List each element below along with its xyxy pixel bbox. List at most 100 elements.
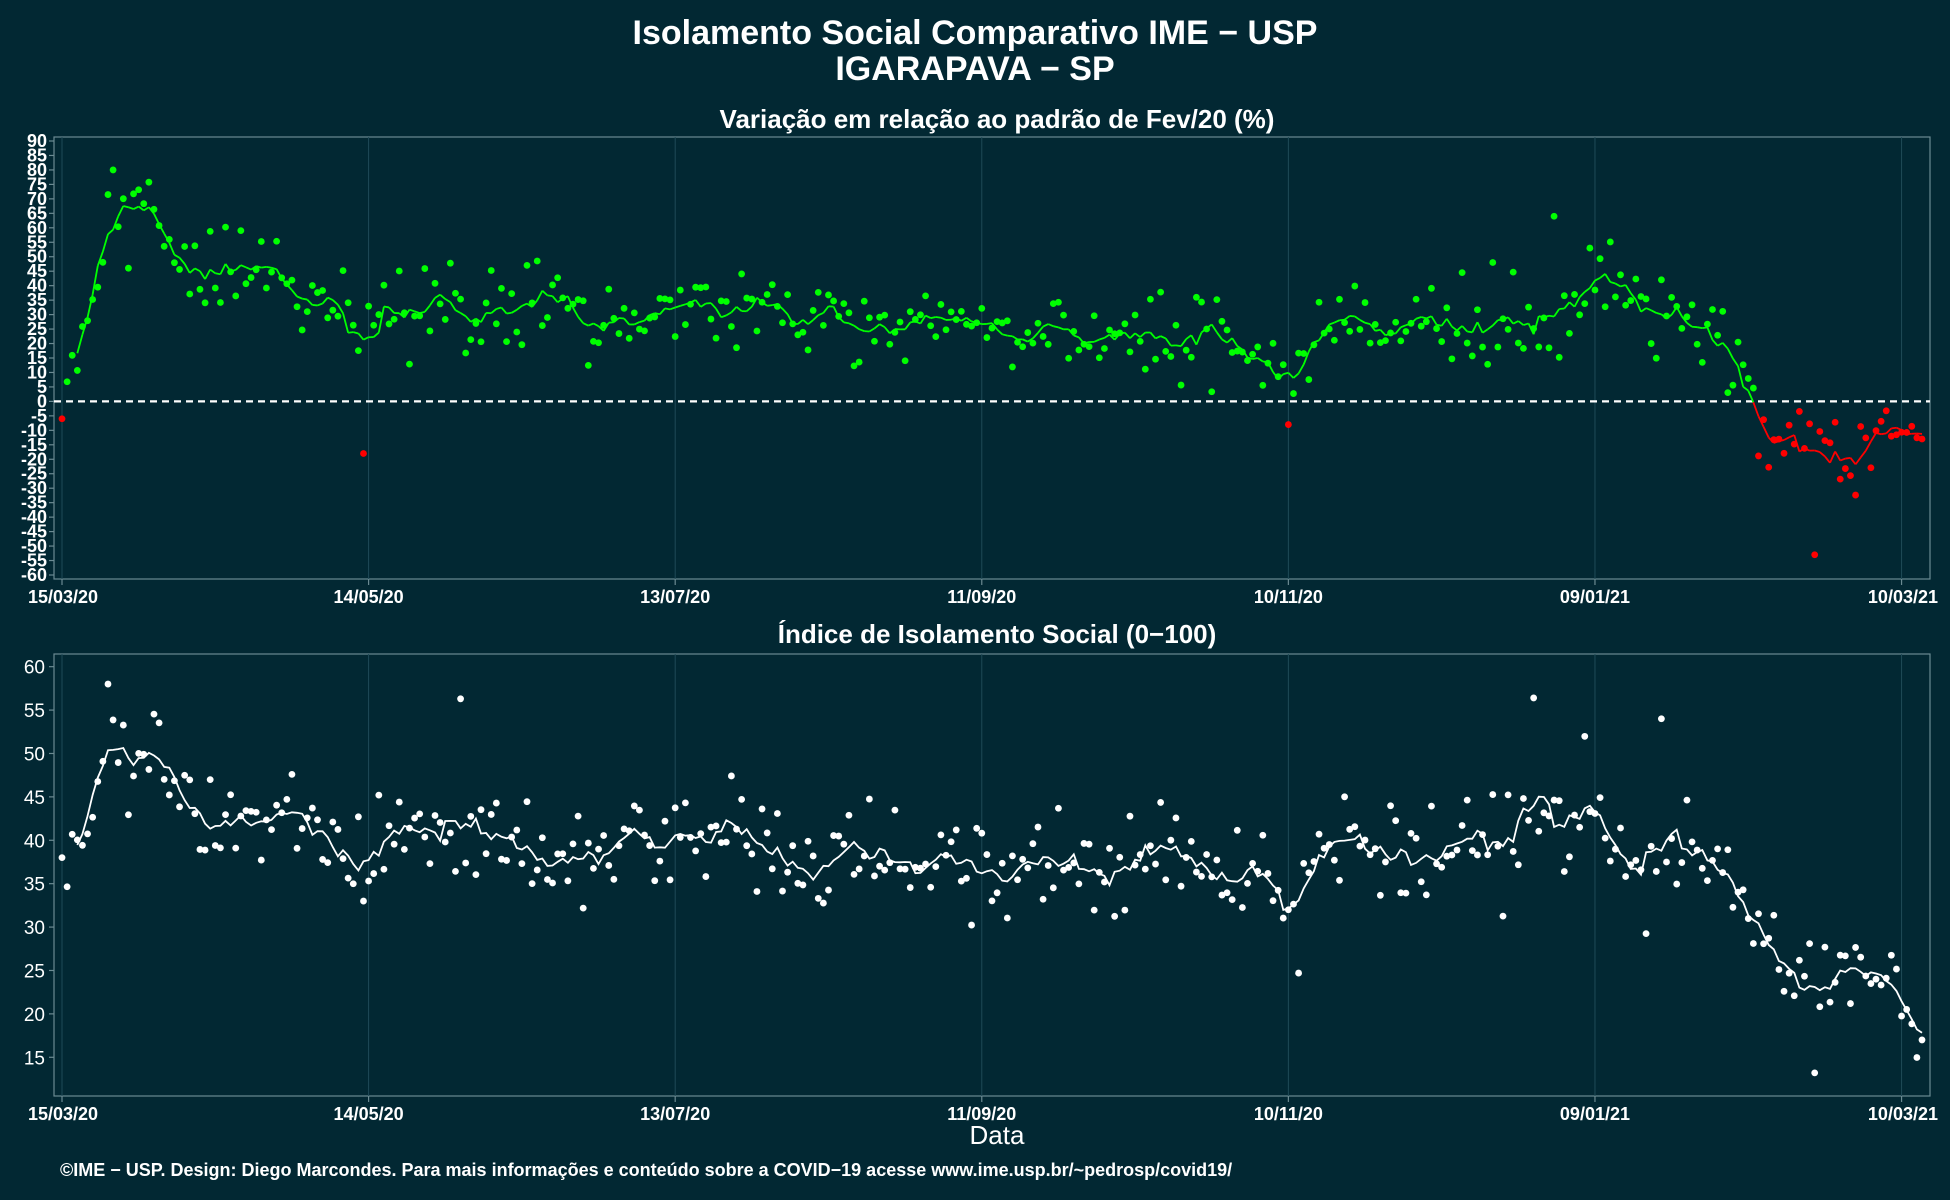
moving-average-segment (1359, 319, 1366, 324)
moving-average-segment (853, 324, 860, 330)
moving-average-segment (117, 205, 125, 217)
data-point (1438, 863, 1446, 871)
data-point (1060, 311, 1067, 319)
data-point (1693, 340, 1701, 348)
data-point (237, 227, 245, 235)
moving-average-segment (444, 298, 451, 303)
data-point (400, 309, 408, 317)
data-point (1356, 842, 1364, 850)
moving-average-segment (1011, 335, 1019, 341)
data-point (385, 822, 393, 830)
data-point (682, 799, 689, 807)
index-panel: Índice de Isolamento Social (0−100) 60 55… (24, 619, 1938, 1150)
moving-average-segment (582, 322, 589, 327)
y-tick-label: 20 (27, 334, 47, 354)
moving-average-segment (1190, 334, 1198, 346)
moving-average-segment (1461, 325, 1468, 333)
data-point (1622, 873, 1630, 880)
data-point (1801, 972, 1808, 980)
data-point (1116, 853, 1124, 861)
moving-average-segment (306, 298, 314, 306)
moving-average-segment (715, 308, 722, 318)
moving-average-segment (1467, 330, 1473, 334)
y-tick-label: 35 (27, 290, 47, 310)
data-point (641, 327, 648, 335)
data-point (1652, 354, 1660, 362)
moving-average-segment (1696, 326, 1703, 330)
data-point (1724, 846, 1732, 854)
data-point (697, 830, 705, 838)
data-point (1422, 318, 1430, 326)
data-point (1382, 337, 1389, 345)
data-point (84, 317, 91, 325)
moving-average-segment (1865, 440, 1872, 452)
data-point (1371, 845, 1379, 853)
footer-credit: ©IME − USP. Design: Diego Marcondes. Par… (60, 1160, 1232, 1180)
data-point (1479, 831, 1486, 838)
moving-average-segment (189, 267, 196, 274)
moving-average-segment (1302, 351, 1310, 365)
variation-x-ticks: 15/03/20 14/05/20 13/07/20 11/09/20 10/11/20… (28, 579, 1938, 607)
data-point (579, 904, 587, 912)
moving-average-segment (597, 325, 605, 332)
data-point (1913, 434, 1921, 442)
data-point (1877, 417, 1885, 425)
moving-average-segment (480, 312, 487, 323)
data-point (1458, 269, 1466, 277)
data-point (416, 810, 424, 818)
y-tick-label: 5 (37, 377, 47, 397)
data-point (697, 284, 705, 292)
moving-average-segment (1599, 273, 1606, 279)
data-point (1504, 791, 1512, 799)
data-point (1535, 343, 1543, 351)
data-point (1422, 891, 1430, 899)
data-point (155, 222, 163, 229)
data-point (1065, 354, 1073, 362)
data-point (324, 314, 332, 322)
data-point (651, 877, 659, 885)
y-tick-label: 10 (27, 362, 47, 382)
data-point (819, 321, 827, 329)
data-point (533, 866, 541, 874)
moving-average-segment (735, 306, 743, 312)
data-point (1070, 859, 1078, 867)
data-point (1770, 436, 1778, 444)
moving-average-segment (128, 206, 134, 210)
y-tick-label: 75 (27, 174, 47, 194)
data-point (840, 840, 848, 848)
data-point (666, 296, 674, 304)
data-point (329, 818, 337, 826)
data-point (160, 242, 168, 250)
data-point (63, 883, 71, 891)
index-grid (61, 654, 1903, 1096)
data-point (1049, 884, 1057, 892)
y-tick-label: 60 (24, 658, 45, 679)
moving-average-segment (694, 299, 702, 308)
data-point (1816, 1003, 1824, 1011)
data-point (1514, 339, 1522, 347)
data-point (237, 812, 245, 820)
moving-average-segment (449, 301, 457, 311)
moving-average-segment (143, 206, 150, 212)
data-point (171, 259, 178, 267)
data-point (1407, 829, 1415, 837)
data-point (1550, 212, 1558, 220)
data-point (1080, 840, 1088, 847)
data-point (1683, 796, 1691, 804)
data-point (1581, 732, 1589, 740)
data-point (140, 200, 148, 208)
data-point (1402, 889, 1410, 897)
moving-average-segment (1854, 456, 1862, 465)
data-point (559, 850, 567, 858)
data-point (891, 806, 899, 814)
data-point (855, 865, 863, 873)
data-point (1474, 851, 1481, 859)
data-point (743, 842, 751, 850)
data-point (1131, 311, 1139, 319)
data-point (1525, 816, 1532, 824)
data-point (1729, 903, 1737, 911)
data-point (1668, 293, 1676, 301)
data-point (462, 349, 470, 357)
data-point (1673, 302, 1681, 310)
data-point (630, 802, 638, 810)
